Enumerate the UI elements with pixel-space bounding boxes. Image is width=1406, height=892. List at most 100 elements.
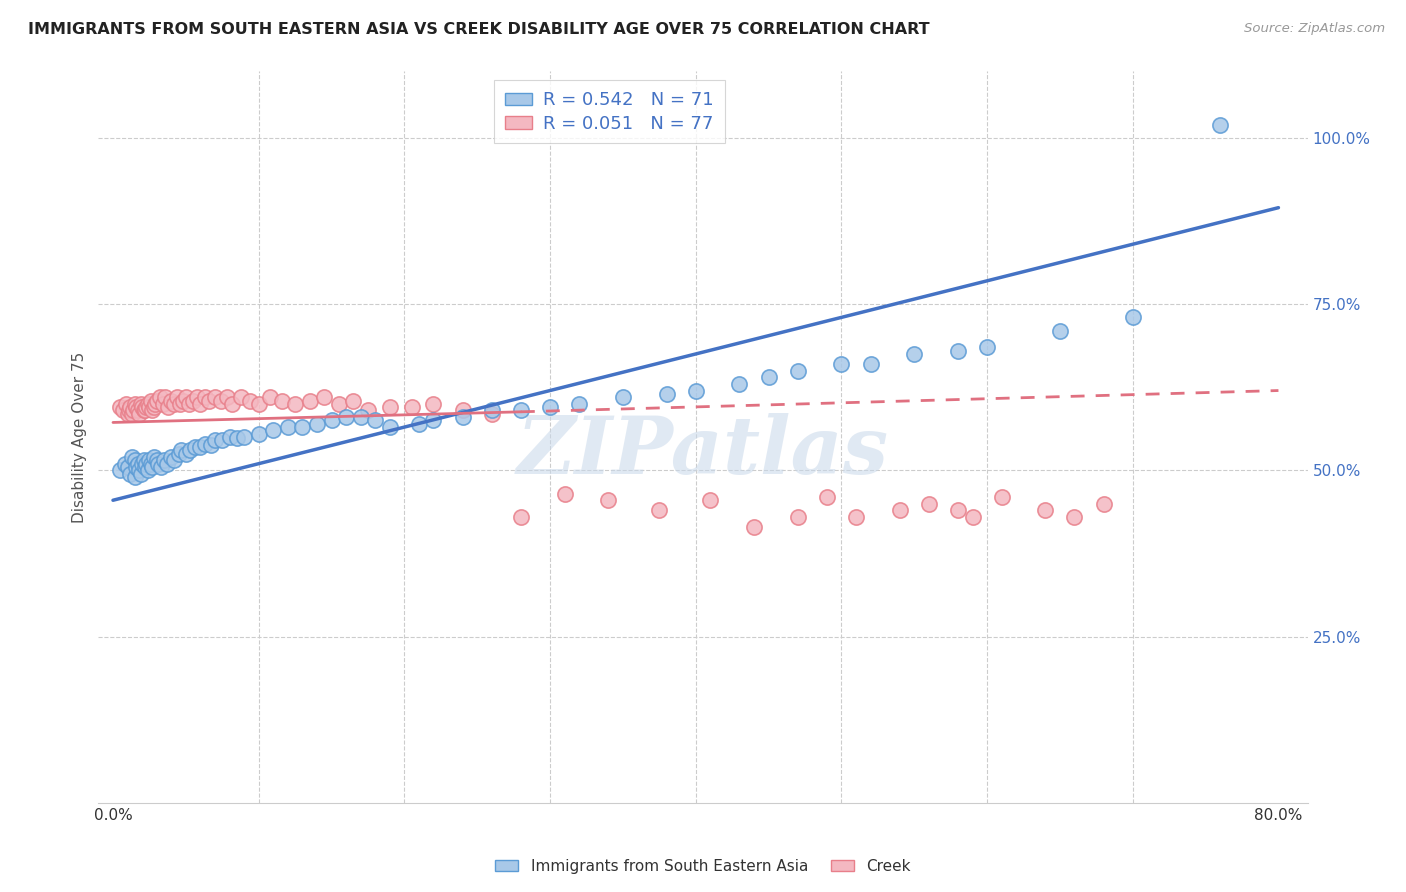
Point <box>378 420 401 434</box>
Point <box>946 343 969 358</box>
Point <box>152 397 174 411</box>
Point <box>342 393 364 408</box>
Point <box>146 457 169 471</box>
Point <box>1122 310 1144 325</box>
Point <box>291 420 314 434</box>
Point <box>132 403 155 417</box>
Point <box>200 438 222 452</box>
Point <box>364 413 387 427</box>
Point <box>172 393 194 408</box>
Point <box>903 347 925 361</box>
Point <box>271 393 294 408</box>
Point <box>128 407 150 421</box>
Point <box>815 490 838 504</box>
Point <box>262 424 284 438</box>
Point <box>648 503 671 517</box>
Point <box>1033 503 1056 517</box>
Point <box>990 490 1012 504</box>
Point <box>786 363 808 377</box>
Point <box>160 393 183 408</box>
Point <box>138 453 160 467</box>
Point <box>728 376 751 391</box>
Point <box>742 520 765 534</box>
Point <box>298 393 321 408</box>
Point <box>401 400 423 414</box>
Point <box>314 390 336 404</box>
Point <box>451 403 474 417</box>
Point <box>211 434 233 448</box>
Point <box>277 420 299 434</box>
Point <box>685 384 707 398</box>
Point <box>135 400 157 414</box>
Point <box>132 453 155 467</box>
Point <box>350 410 373 425</box>
Point <box>124 470 146 484</box>
Point <box>194 390 217 404</box>
Point <box>830 357 852 371</box>
Point <box>141 403 163 417</box>
Point <box>209 393 232 408</box>
Point <box>110 400 132 414</box>
Point <box>247 426 270 441</box>
Point <box>889 503 911 517</box>
Point <box>135 457 157 471</box>
Point <box>1209 118 1232 132</box>
Point <box>124 397 146 411</box>
Legend: R = 0.542   N = 71, R = 0.051   N = 77: R = 0.542 N = 71, R = 0.051 N = 77 <box>495 80 724 144</box>
Point <box>120 400 142 414</box>
Point <box>181 393 204 408</box>
Point <box>127 403 149 417</box>
Text: IMMIGRANTS FROM SOUTH EASTERN ASIA VS CREEK DISABILITY AGE OVER 75 CORRELATION C: IMMIGRANTS FROM SOUTH EASTERN ASIA VS CR… <box>28 22 929 37</box>
Point <box>138 400 160 414</box>
Point <box>786 509 808 524</box>
Point <box>1063 509 1085 524</box>
Point <box>509 509 531 524</box>
Point <box>131 457 153 471</box>
Point <box>335 410 357 425</box>
Point <box>194 436 217 450</box>
Point <box>122 403 145 417</box>
Point <box>962 509 984 524</box>
Point <box>141 460 163 475</box>
Point <box>568 397 591 411</box>
Point <box>233 430 256 444</box>
Point <box>481 407 503 421</box>
Point <box>149 390 172 404</box>
Point <box>215 390 238 404</box>
Point <box>167 447 190 461</box>
Point <box>451 410 474 425</box>
Point <box>110 463 132 477</box>
Point <box>321 413 343 427</box>
Point <box>145 393 167 408</box>
Point <box>174 390 197 404</box>
Point <box>112 403 135 417</box>
Point <box>976 340 998 354</box>
Point <box>150 460 173 475</box>
Point <box>139 457 162 471</box>
Point <box>127 457 149 471</box>
Point <box>156 457 179 471</box>
Point <box>163 397 186 411</box>
Point <box>117 407 139 421</box>
Point <box>174 447 197 461</box>
Point <box>946 503 969 517</box>
Point <box>145 453 167 467</box>
Point <box>115 397 138 411</box>
Point <box>134 460 156 475</box>
Text: ZIPatlas: ZIPatlas <box>517 413 889 491</box>
Point <box>153 453 176 467</box>
Point <box>845 509 868 524</box>
Point <box>143 397 166 411</box>
Point <box>170 443 193 458</box>
Point <box>186 390 208 404</box>
Point <box>131 400 153 414</box>
Point <box>218 430 240 444</box>
Point <box>357 403 380 417</box>
Point <box>204 390 226 404</box>
Point <box>1049 324 1071 338</box>
Point <box>190 440 212 454</box>
Point <box>139 393 162 408</box>
Point <box>134 403 156 417</box>
Point <box>481 403 503 417</box>
Point <box>136 463 159 477</box>
